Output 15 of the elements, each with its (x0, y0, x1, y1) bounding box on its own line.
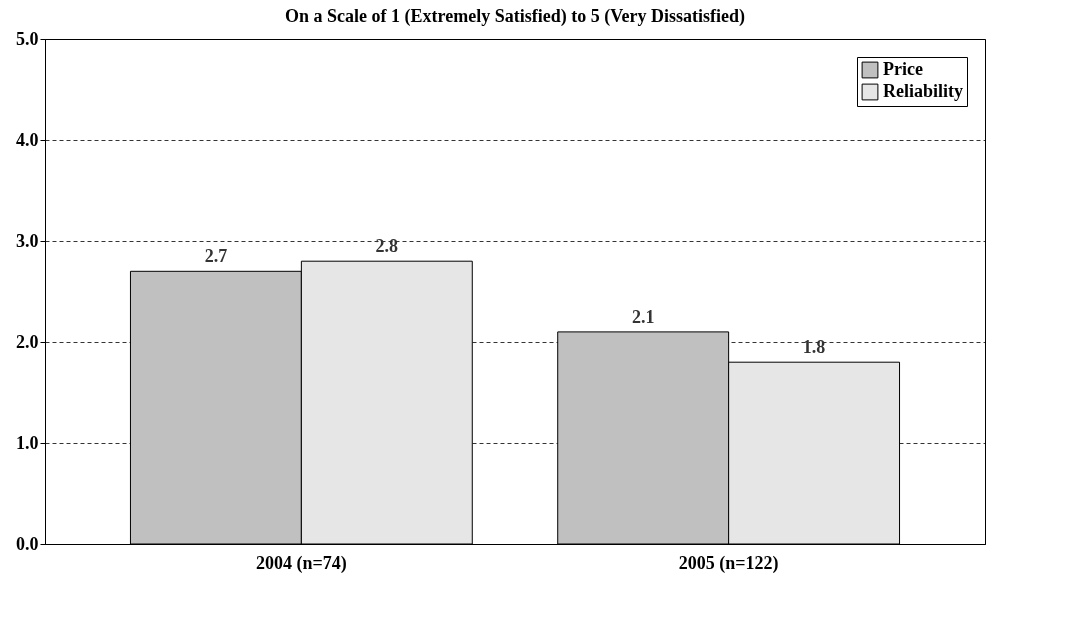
y-tick-label: 2.0 (16, 331, 39, 352)
x-tick-label: 2004 (n=74) (255, 552, 347, 574)
y-tick-label: 1.0 (16, 432, 39, 453)
legend-label: Price (883, 59, 923, 79)
y-tick-label: 0.0 (16, 533, 39, 554)
legend-label: Reliability (883, 81, 963, 101)
chart-title: On a Scale of 1 (Extremely Satisfied) to 5 (Very Dissatisfied) (285, 6, 745, 27)
data-label: 1.8 (802, 337, 826, 358)
data-label: 2.1 (631, 306, 655, 327)
data-label: 2.7 (204, 246, 228, 267)
y-tick-label: 5.0 (16, 28, 39, 49)
x-tick-label: 2005 (n=122) (678, 552, 779, 574)
y-tick-label: 3.0 (16, 230, 39, 251)
y-tick-label: 4.0 (16, 129, 39, 150)
data-label: 2.8 (375, 236, 399, 257)
